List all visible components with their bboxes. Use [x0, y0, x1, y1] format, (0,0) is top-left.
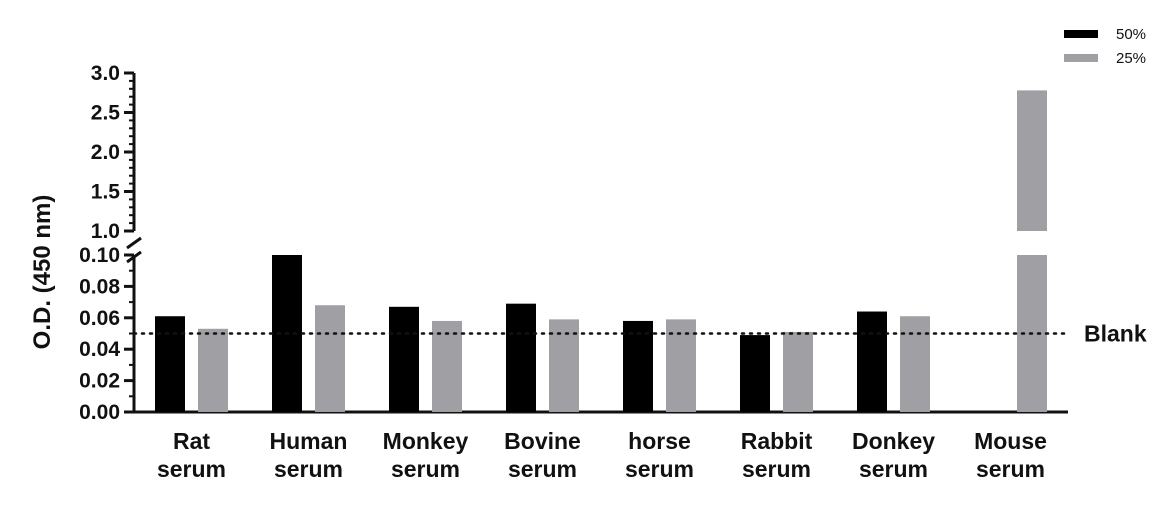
x-category-label: Rat serum [157, 428, 226, 482]
y-tick-label: 0.10 [79, 244, 120, 267]
y-tick-label: 3.0 [91, 62, 120, 85]
bar-donkey-25pct [900, 316, 930, 412]
bar-rat-25pct [198, 328, 228, 412]
bar-horse-25pct [666, 319, 696, 412]
axis-break-mark [126, 236, 142, 250]
bar-mouse-25pct-upper [1017, 90, 1047, 231]
bars [155, 90, 1047, 412]
x-category-label: Rabbit serum [741, 428, 813, 482]
x-category-label: Donkey serum [852, 428, 935, 482]
bar-bovine-50pct [506, 303, 536, 412]
bar-monkey-25pct [432, 320, 462, 412]
y-tick-label: 2.0 [91, 141, 120, 164]
x-category-label: Monkey serum [383, 428, 469, 482]
y-tick-label: 0.08 [79, 275, 120, 298]
legend-swatch-25pct [1064, 54, 1098, 62]
x-category-label-line2: serum [859, 456, 928, 482]
bar-rabbit-25pct [783, 331, 813, 412]
bar-horse-50pct [623, 320, 653, 412]
x-category-label-line1: Human [270, 428, 348, 454]
bar-mouse-25pct [1017, 90, 1047, 412]
bar-rabbit-50pct [740, 335, 770, 412]
x-category-label-line2: serum [391, 456, 460, 482]
x-category-label: Mouse serum [974, 428, 1047, 482]
bar-bovine-25pct [549, 319, 579, 412]
x-category-label: horse serum [625, 428, 694, 482]
x-category-label-line1: horse [628, 428, 691, 454]
x-category-label: Bovine serum [504, 428, 581, 482]
x-category-label-line2: serum [742, 456, 811, 482]
y-tick-label: 2.5 [91, 102, 121, 125]
x-category-label-line1: Bovine [504, 428, 581, 454]
x-category-label-line1: Monkey [383, 428, 469, 454]
legend-swatch-50pct [1064, 30, 1098, 38]
y-tick-label: 1.5 [91, 181, 121, 204]
bar-monkey-50pct [389, 306, 419, 412]
legend-label-50pct: 50% [1116, 26, 1146, 43]
x-category-label: Human serum [270, 428, 348, 482]
reference-line-group: Blank [132, 321, 1147, 347]
axis-break-mark [126, 250, 142, 264]
bar-human-25pct [315, 305, 345, 412]
y-tick-label: 1.0 [91, 220, 120, 243]
legend: 50%25% [1064, 26, 1146, 67]
blank-reference-label: Blank [1084, 321, 1147, 347]
y-tick-label: 0.02 [79, 370, 120, 393]
y-tick-label: 0.04 [79, 338, 120, 361]
y-ticks: 0.00 0.02 0.04 0.06 0.08 0.101.0 1.5 2.0 2.5 3.0 [79, 62, 134, 424]
x-category-label-line1: Rabbit [741, 428, 813, 454]
x-category-label-line2: serum [274, 456, 343, 482]
x-category-label-line1: Donkey [852, 428, 935, 454]
y-tick-label: 0.00 [79, 401, 120, 424]
y-axis-title: O.D. (450 nm) [29, 195, 56, 350]
x-category-label-line1: Mouse [974, 428, 1047, 454]
bar-donkey-50pct [857, 311, 887, 412]
x-category-label-line1: Rat [173, 428, 210, 454]
x-category-label-line2: serum [625, 456, 694, 482]
x-category-label-line2: serum [508, 456, 577, 482]
x-category-label-line2: serum [976, 456, 1045, 482]
x-category-label-line2: serum [157, 456, 226, 482]
legend-label-25pct: 25% [1116, 50, 1146, 67]
y-tick-label: 0.06 [79, 307, 120, 330]
bar-rat-50pct [155, 316, 185, 412]
